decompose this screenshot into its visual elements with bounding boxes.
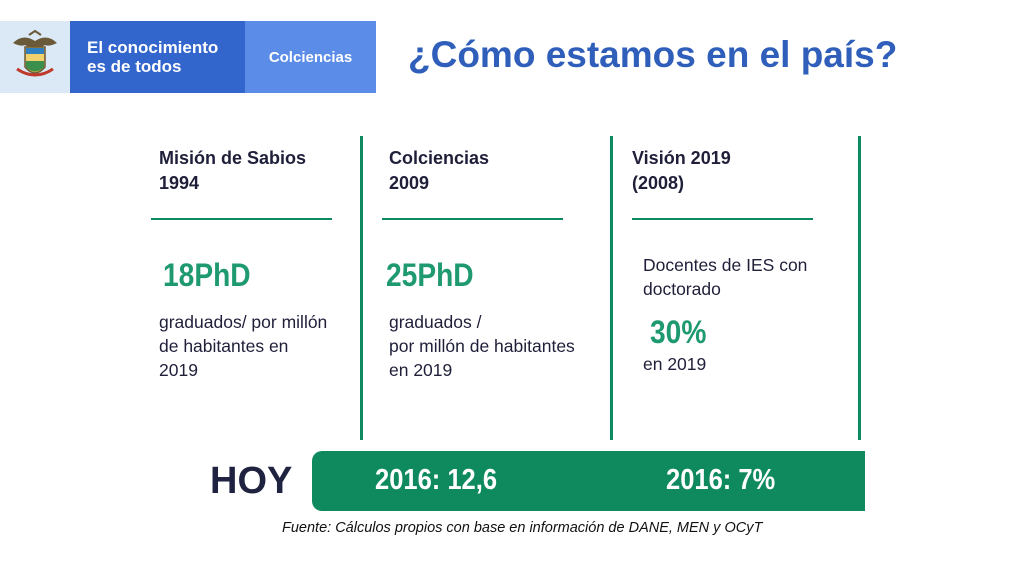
source-note: Fuente: Cálculos propios con base en inf… bbox=[282, 520, 763, 536]
phd-value: 18PhD bbox=[163, 257, 251, 293]
today-label: HOY bbox=[210, 460, 293, 502]
brand-slogan-text: El conocimiento es de todos bbox=[87, 38, 219, 76]
value-description: en 2019 bbox=[643, 354, 707, 374]
entity-name: Colciencias bbox=[245, 21, 376, 93]
today-bar bbox=[312, 451, 865, 511]
value-description: graduados / por millón de habitantes en … bbox=[389, 312, 575, 380]
today-value-right: 2016: 7% bbox=[666, 464, 776, 496]
entity-name-text: Colciencias bbox=[268, 48, 353, 66]
column-divider bbox=[610, 136, 613, 440]
column-divider bbox=[858, 136, 861, 440]
column-heading: Visión 2019 (2008) bbox=[632, 148, 731, 193]
percent-value: 30% bbox=[650, 314, 707, 350]
coat-of-arms-logo bbox=[0, 21, 70, 93]
heading-underline bbox=[632, 218, 813, 220]
value-description: graduados/ por millón de habitantes en 2… bbox=[159, 312, 328, 380]
page-title: ¿Cómo estamos en el país? bbox=[408, 34, 898, 75]
column-heading: Colciencias 2009 bbox=[389, 148, 490, 193]
heading-underline bbox=[151, 218, 332, 220]
brand-slogan: El conocimiento es de todos bbox=[70, 21, 245, 93]
heading-underline bbox=[382, 218, 563, 220]
coat-of-arms-icon bbox=[13, 29, 57, 77]
today-value-left: 2016: 12,6 bbox=[375, 464, 498, 496]
column-divider bbox=[360, 136, 363, 440]
phd-value: 25PhD bbox=[386, 257, 474, 293]
indicator-description: Docentes de IES con doctorado bbox=[643, 255, 808, 299]
column-heading: Misión de Sabios 1994 bbox=[159, 148, 307, 193]
